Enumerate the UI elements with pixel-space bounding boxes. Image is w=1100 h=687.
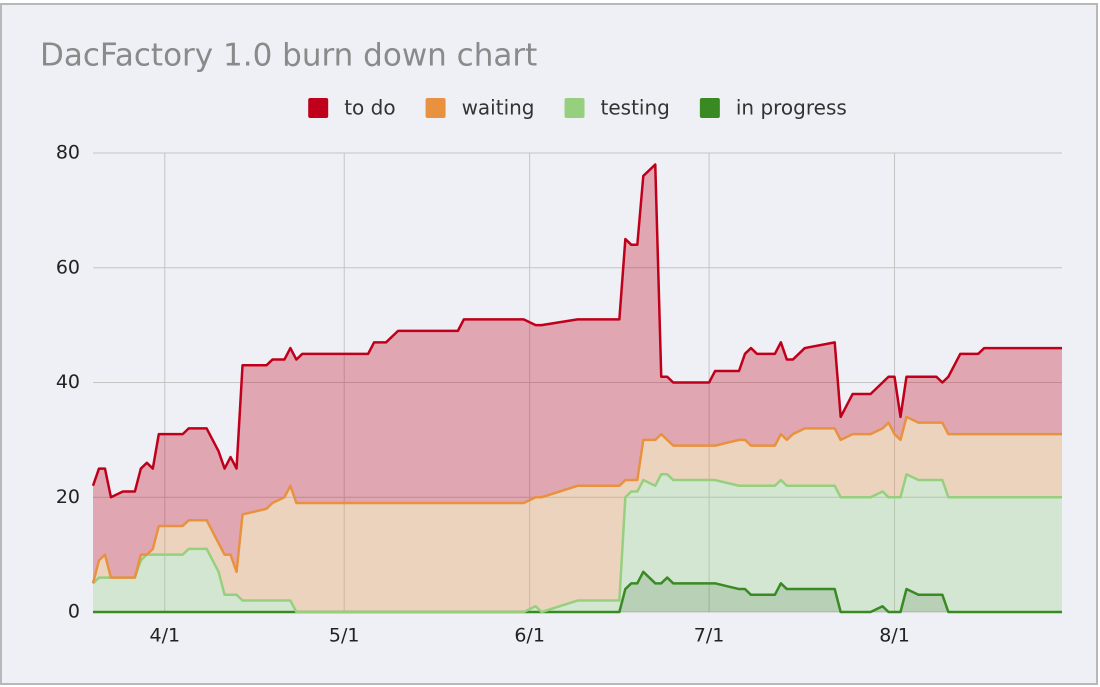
legend-text: to do (344, 96, 395, 120)
y-tick-label: 20 (56, 486, 80, 508)
y-tick-label: 40 (56, 371, 80, 393)
legend-marker (699, 98, 720, 118)
legend-text: in progress (736, 96, 847, 120)
y-tick-label: 60 (56, 256, 80, 278)
legend-marker (425, 98, 446, 118)
x-tick-label: 7/1 (694, 625, 725, 647)
y-tick-label: 80 (56, 142, 80, 164)
chart-background (0, 3, 1098, 685)
x-tick-label: 4/1 (149, 625, 180, 647)
legend-text: waiting (462, 96, 535, 120)
x-tick-label: 8/1 (879, 625, 910, 647)
chart-title: DacFactory 1.0 burn down chart (40, 38, 537, 74)
line (92, 473, 1062, 614)
area (93, 571, 1062, 612)
y-tick-label: 0 (68, 601, 80, 623)
line (91, 415, 1062, 584)
legend-marker (564, 98, 585, 118)
x-tick-label: 6/1 (514, 625, 545, 647)
area (93, 416, 1062, 612)
line (91, 163, 1062, 499)
legend-text: testing (601, 96, 670, 120)
x-tick-label: 5/1 (329, 625, 360, 647)
area (93, 474, 1062, 612)
legend-marker (308, 98, 329, 118)
line (93, 570, 1062, 614)
area (93, 164, 1062, 584)
